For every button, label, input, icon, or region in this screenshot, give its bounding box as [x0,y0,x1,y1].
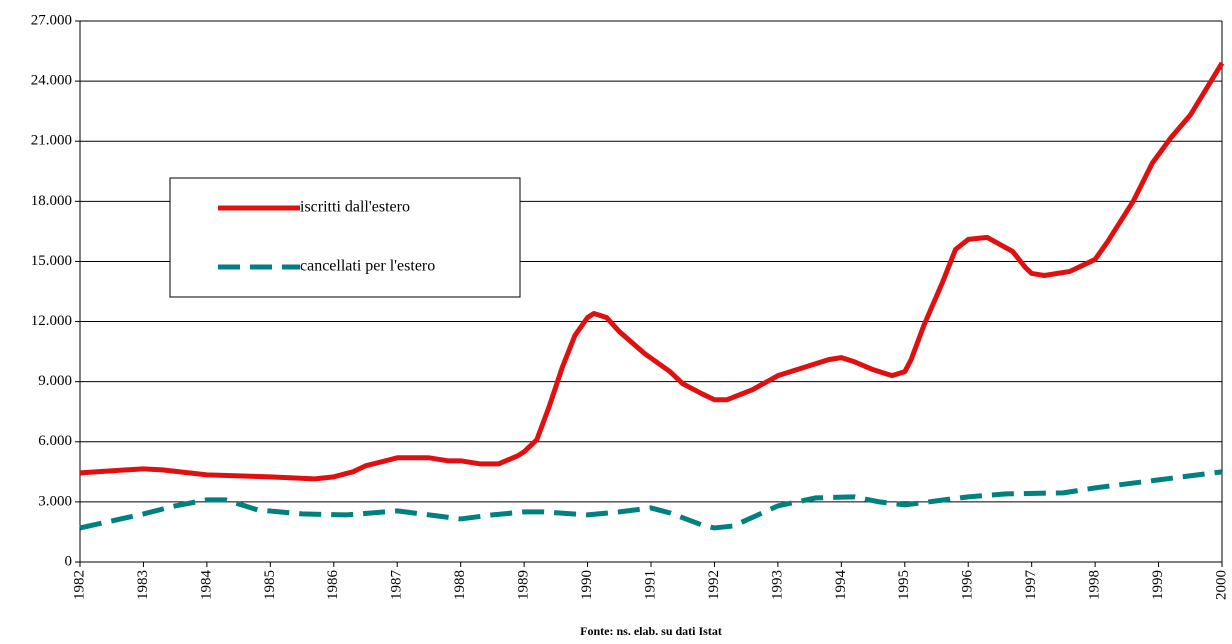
x-tick-label: 1987 [389,570,405,601]
legend-box [169,177,521,298]
x-tick-label: 1998 [1087,570,1103,600]
x-tick-label: 1991 [642,570,658,600]
series-line [79,61,1225,482]
x-tick-label: 1995 [896,570,912,600]
series-line [79,469,1223,531]
x-tick-label: 1996 [960,570,976,601]
footer: Fonte: ns. elab. su dati Istat [580,624,722,638]
x-tick-label: 1982 [71,570,87,600]
y-tick-label: 18.000 [31,193,72,209]
y-tick-label: 15.000 [31,253,72,269]
x-tick-label: 1994 [833,570,849,601]
x-tick-label: 1990 [579,570,595,600]
x-tick-label: 1986 [325,570,341,601]
legend-label: iscritti dall'estero [300,199,410,216]
x-tick-label: 1985 [262,570,278,600]
x-tick-label: 2000 [1213,570,1229,600]
legend-label: cancellati per l'estero [300,258,435,275]
y-tick-label: 12.000 [31,313,72,329]
y-tick-label: 6.000 [38,433,72,449]
x-tick-label: 1984 [198,570,214,601]
y-tick-label: 3.000 [38,493,72,509]
x-tick-label: 1988 [452,570,468,600]
y-tick-label: 0 [65,553,73,569]
x-tick-label: 1989 [516,570,532,600]
y-tick-label: 9.000 [38,373,72,389]
x-tick-label: 1983 [135,570,151,600]
y-tick-label: 21.000 [31,133,72,149]
x-tick-label: 1997 [1023,570,1039,601]
y-tick-label: 27.000 [31,12,72,28]
x-tick-label: 1999 [1150,570,1166,600]
x-tick-label: 1992 [706,570,722,600]
y-tick-label: 24.000 [31,73,72,89]
x-tick-label: 1993 [769,570,785,600]
